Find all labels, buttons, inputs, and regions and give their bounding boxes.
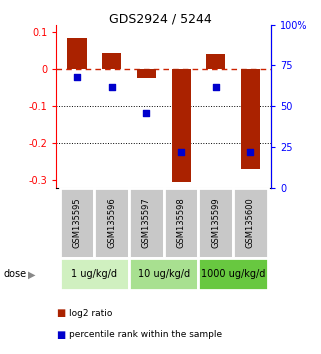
Text: GSM135596: GSM135596 (107, 198, 116, 249)
Text: 10 ug/kg/d: 10 ug/kg/d (138, 269, 190, 279)
Text: GDS2924 / 5244: GDS2924 / 5244 (109, 12, 212, 25)
Bar (102, 52, 121, 69)
Text: dose: dose (3, 269, 26, 279)
Text: GSM135599: GSM135599 (211, 198, 220, 249)
Point (178, 149, 184, 155)
Text: percentile rank within the sample: percentile rank within the sample (69, 330, 222, 339)
Text: GSM135600: GSM135600 (246, 198, 255, 249)
Text: ▶: ▶ (28, 269, 36, 279)
Bar (206, 54, 225, 69)
Text: GSM135598: GSM135598 (177, 198, 186, 249)
Point (144, 110, 149, 115)
Bar (60, 258, 129, 290)
Bar (164, 188, 198, 258)
Text: GSM135595: GSM135595 (73, 198, 82, 249)
Point (213, 84, 218, 90)
Point (109, 84, 114, 90)
Text: ■: ■ (56, 308, 65, 318)
Text: ■: ■ (56, 330, 65, 339)
Bar (233, 188, 268, 258)
Bar (241, 69, 260, 169)
Text: 1 ug/kg/d: 1 ug/kg/d (71, 269, 117, 279)
Bar (198, 258, 268, 290)
Bar (67, 38, 87, 69)
Bar (137, 69, 156, 79)
Bar (60, 188, 94, 258)
Bar (171, 69, 191, 182)
Text: log2 ratio: log2 ratio (69, 309, 112, 318)
Bar (198, 188, 233, 258)
Point (74, 74, 80, 80)
Bar (129, 188, 164, 258)
Bar (129, 258, 198, 290)
Text: GSM135597: GSM135597 (142, 198, 151, 249)
Point (248, 149, 253, 155)
Bar (94, 188, 129, 258)
Text: 1000 ug/kg/d: 1000 ug/kg/d (201, 269, 265, 279)
